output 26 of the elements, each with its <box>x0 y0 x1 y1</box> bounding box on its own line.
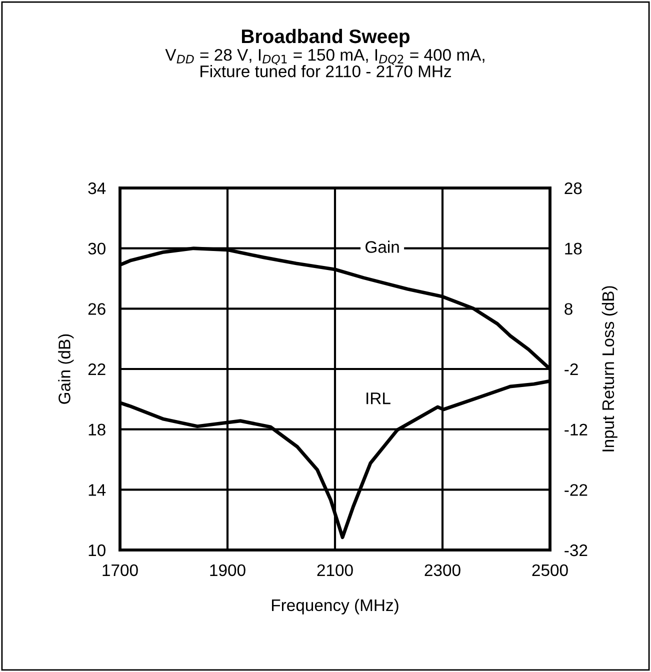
y-tick-label: 26 <box>88 303 106 315</box>
y-tick-label: 34 <box>88 182 106 194</box>
y-tick-label: 18 <box>88 424 106 436</box>
y2-axis-title: Input Return Loss (dB) <box>602 286 618 452</box>
chart-title: Broadband Sweep <box>242 28 410 48</box>
y2-tick-label: -2 <box>564 363 578 376</box>
x-tick-label: 2300 <box>424 564 460 576</box>
y2-tick-label: 8 <box>564 303 572 315</box>
y2-tick-label: -12 <box>564 424 588 436</box>
y2-tick-label: -22 <box>564 484 588 496</box>
series-label: Gain <box>366 240 399 253</box>
chart-subtitle: V$_{DD}$ = 28 V, I$_{DQ1}$ = 150 mA, I$_{DQ2}$ = 400 mA, Fixture tuned for 2110 - 2170 MHz <box>165 49 484 78</box>
x-tick-label: 2500 <box>532 564 568 576</box>
x-tick-label: 1900 <box>210 564 246 576</box>
y-tick-label: 10 <box>88 544 106 556</box>
y-tick-label: 14 <box>88 484 106 496</box>
x-axis-title: Frequency (MHz) <box>272 598 398 614</box>
y2-tick-label: -32 <box>564 544 588 556</box>
y-tick-label: 22 <box>88 363 106 376</box>
x-tick-label: 1700 <box>102 564 138 576</box>
y2-tick-label: 18 <box>565 242 582 255</box>
series-label: IRL <box>366 392 390 404</box>
y2-tick-label: 28 <box>564 182 582 194</box>
x-tick-label: 2100 <box>317 564 353 576</box>
y-tick-label: 30 <box>88 242 106 255</box>
y-axis-title: Gain (dB) <box>58 334 74 404</box>
